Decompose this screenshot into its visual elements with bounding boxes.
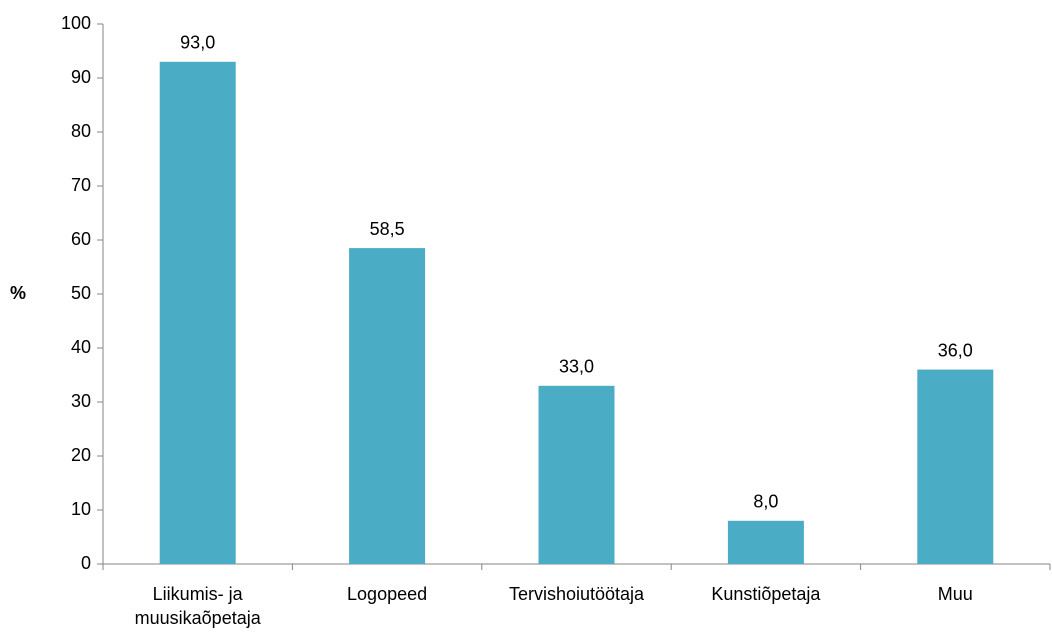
y-tick-label: 10: [71, 499, 91, 519]
bar: [159, 61, 236, 565]
y-tick-label: 80: [71, 121, 91, 141]
bar: [538, 385, 615, 564]
x-tick-label: Liikumis- ja muusikaõpetaja: [134, 584, 261, 628]
y-tick-label: 40: [71, 337, 91, 357]
x-tick-label: Muu: [937, 584, 973, 604]
y-tick-label: 0: [81, 553, 91, 573]
y-tick-label: 50: [71, 283, 91, 303]
y-tick-label: 30: [71, 391, 91, 411]
bar: [727, 520, 804, 564]
bar: [917, 369, 994, 564]
y-tick-label: 70: [71, 175, 91, 195]
y-tick-label: 100: [61, 13, 91, 33]
y-axis-label: %: [10, 283, 26, 303]
data-label: 36,0: [938, 340, 973, 360]
y-tick-label: 60: [71, 229, 91, 249]
data-label: 8,0: [753, 492, 778, 512]
y-tick-label: 20: [71, 445, 91, 465]
data-label: 93,0: [180, 33, 215, 53]
y-tick-label: 90: [71, 67, 91, 87]
data-label: 58,5: [370, 219, 405, 239]
x-tick-label: Tervishoiutöötaja: [508, 584, 645, 604]
data-label: 33,0: [559, 357, 594, 377]
x-tick-label: Logopeed: [347, 584, 428, 604]
x-tick-label: Kunstiõpetaja: [711, 584, 821, 604]
bar: [349, 248, 426, 564]
